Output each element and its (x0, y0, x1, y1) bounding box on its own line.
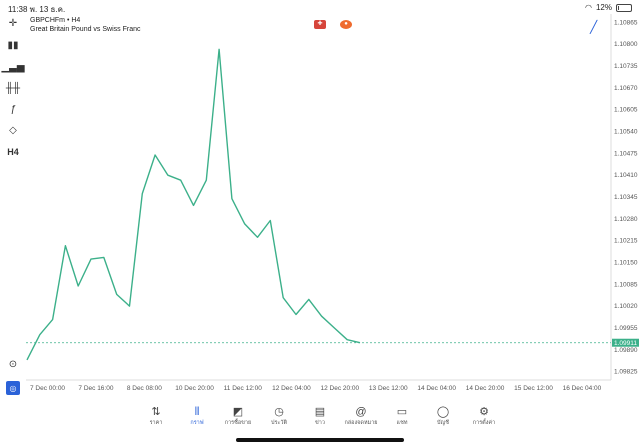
symbol-info: GBPCHFm • H4 Great Britain Pound vs Swis… (30, 16, 141, 34)
x-tick-label: 12 Dec 04:00 (272, 385, 311, 392)
status-time: 11:38 พ. 13 ธ.ค. (8, 5, 66, 14)
tab-history[interactable]: ◷ ประวัติ (259, 405, 300, 447)
symbol-title: GBPCHFm • H4 (30, 17, 81, 24)
status-right: ◠ 12% (585, 3, 632, 12)
tab-label: แชท (396, 420, 408, 426)
tab-quotes[interactable]: ⇅ ราคา (136, 405, 177, 447)
indicators-icon[interactable]: ▁▃▅ (1, 61, 25, 73)
chart-icon: ⫴ (194, 406, 200, 418)
objects-icon[interactable]: ◇ (9, 124, 17, 136)
tab-label: ประวัติ (270, 420, 288, 426)
news-icon: ▤ (314, 406, 326, 418)
current-price-tag (612, 338, 639, 347)
y-tick-label: 1.10605 (614, 107, 638, 114)
flag-chf-icon: ● (340, 20, 352, 29)
tab-label: ราคา (149, 420, 163, 426)
tab-account[interactable]: ◯ บัญชี (423, 405, 464, 447)
y-tick-label: 1.09955 (614, 325, 638, 332)
tab-mailbox[interactable]: @ กล่องจดหมาย (341, 405, 382, 447)
draw-line-icon[interactable]: ╱ (590, 20, 598, 34)
x-tick-label: 10 Dec 20:00 (175, 385, 214, 392)
y-tick-label: 1.10215 (614, 238, 638, 245)
tab-label: กล่องจดหมาย (344, 420, 378, 426)
tab-label: ข่าว (315, 420, 325, 426)
x-tick-label: 13 Dec 12:00 (369, 385, 408, 392)
x-tick-label: 7 Dec 00:00 (30, 385, 65, 392)
y-tick-label: 1.10345 (614, 194, 638, 201)
function-icon[interactable]: ƒ (10, 103, 16, 115)
y-tick-label: 1.09825 (614, 369, 638, 376)
bottom-tab-bar: ⇅ ราคา ⫴ กราฟ ◩ การซื้อขาย ◷ ประวัติ ▤ ข่าว @ กล่อง… (0, 405, 640, 447)
flag-gbp-icon: ✚ (314, 20, 326, 29)
account-icon: ◯ (436, 406, 450, 418)
tab-label: การตั้งค่า (472, 420, 496, 426)
x-tick-label: 7 Dec 16:00 (78, 385, 113, 392)
y-tick-label: 1.10800 (614, 41, 638, 48)
candle-icon[interactable]: ▮▮ (7, 39, 19, 51)
x-tick-label: 11 Dec 12:00 (224, 385, 263, 392)
settings-sliders-icon[interactable]: ╫╫ (5, 82, 21, 94)
price-series-line (26, 48, 361, 361)
y-tick-label: 1.10540 (614, 129, 638, 136)
tab-label: การซื้อขาย (224, 420, 252, 426)
left-toolbar: ✛ ▮▮ ▁▃▅ ╫╫ ƒ ◇ H4 ⊙ ◎ (0, 14, 26, 395)
y-tick-label: 1.10865 (614, 19, 638, 26)
battery-percent: 12% (595, 3, 612, 12)
chat-icon: ▭ (396, 406, 408, 418)
battery-icon (616, 3, 632, 12)
timeframe-button[interactable]: H4 (7, 147, 19, 157)
quotes-icon: ⇅ (151, 406, 161, 418)
y-tick-label: 1.10735 (614, 63, 638, 70)
tab-chat[interactable]: ▭ แชท (382, 405, 423, 447)
app-logo-icon[interactable]: ◎ (6, 381, 20, 395)
current-price-label: 1.09911 (614, 340, 637, 347)
x-tick-label: 15 Dec 12:00 (514, 385, 553, 392)
y-tick-label: 1.10020 (614, 303, 638, 310)
symbol-description: Great Britain Pound vs Swiss Franc (30, 26, 141, 33)
y-tick-label: 1.10670 (614, 85, 638, 92)
tab-label: บัญชี (437, 420, 449, 426)
status-bar: 11:38 พ. 13 ธ.ค. ◠ 12% (0, 0, 640, 14)
x-tick-label: 12 Dec 20:00 (321, 385, 360, 392)
y-tick-label: 1.10085 (614, 281, 638, 288)
y-tick-label: 1.09890 (614, 347, 638, 354)
crosshair-icon[interactable]: ✛ (8, 17, 18, 29)
y-tick-label: 1.10475 (614, 150, 638, 157)
y-tick-label: 1.10280 (614, 216, 638, 223)
zoom-icon[interactable]: ⊙ (8, 358, 18, 370)
price-chart[interactable]: 1.10865 1.10800 1.10735 1.10670 1.10605 1.105… (26, 14, 640, 394)
y-tick-label: 1.10410 (614, 172, 638, 179)
x-tick-label: 8 Dec 08:00 (127, 385, 162, 392)
tab-label: กราฟ (190, 420, 204, 426)
wifi-icon: ◠ (585, 3, 592, 12)
tab-chart[interactable]: ⫴ กราฟ (177, 405, 218, 447)
x-tick-label: 14 Dec 04:00 (417, 385, 456, 392)
settings-icon: ⚙ (479, 406, 489, 418)
history-icon: ◷ (274, 406, 284, 418)
home-indicator[interactable] (236, 438, 404, 442)
tab-trade[interactable]: ◩ การซื้อขาย (218, 405, 259, 447)
y-tick-label: 1.10150 (614, 259, 638, 266)
x-tick-label: 16 Dec 04:00 (563, 385, 602, 392)
mailbox-icon: @ (355, 406, 367, 418)
x-tick-label: 14 Dec 20:00 (466, 385, 505, 392)
tab-settings[interactable]: ⚙ การตั้งค่า (464, 405, 505, 447)
trade-icon: ◩ (232, 406, 244, 418)
tab-news[interactable]: ▤ ข่าว (300, 405, 341, 447)
